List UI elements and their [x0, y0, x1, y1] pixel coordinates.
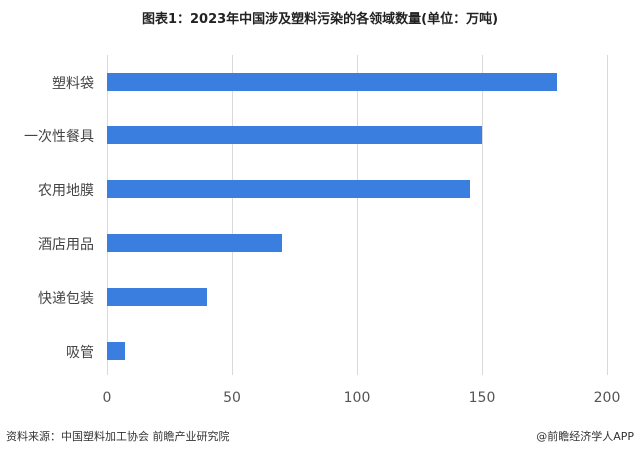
bar — [107, 342, 125, 360]
bar — [107, 288, 207, 306]
category-label: 塑料袋 — [52, 76, 94, 92]
gridline — [232, 55, 233, 375]
bar — [107, 126, 482, 144]
gridline — [107, 55, 108, 375]
x-tick: 200 — [593, 390, 621, 406]
credit-note: @前瞻经济学人APP — [536, 430, 634, 443]
source-note: 资料来源：中国塑料加工协会 前瞻产业研究院 — [6, 430, 230, 443]
category-label: 快递包装 — [38, 291, 94, 307]
bar — [107, 234, 282, 252]
gridline — [357, 55, 358, 375]
x-tick: 150 — [468, 390, 496, 406]
x-tick: 0 — [102, 390, 112, 406]
x-tick: 50 — [223, 390, 241, 406]
bar — [107, 73, 557, 91]
gridline — [482, 55, 483, 375]
category-label: 酒店用品 — [38, 237, 94, 253]
category-label: 一次性餐具 — [24, 129, 94, 145]
plot-area — [107, 55, 608, 375]
chart-title: 图表1：2023年中国涉及塑料污染的各领域数量(单位：万吨) — [141, 12, 499, 27]
category-label: 农用地膜 — [38, 183, 94, 199]
category-label: 吸管 — [66, 345, 94, 361]
gridline — [607, 55, 608, 375]
x-tick: 100 — [343, 390, 371, 406]
bar — [107, 180, 470, 198]
